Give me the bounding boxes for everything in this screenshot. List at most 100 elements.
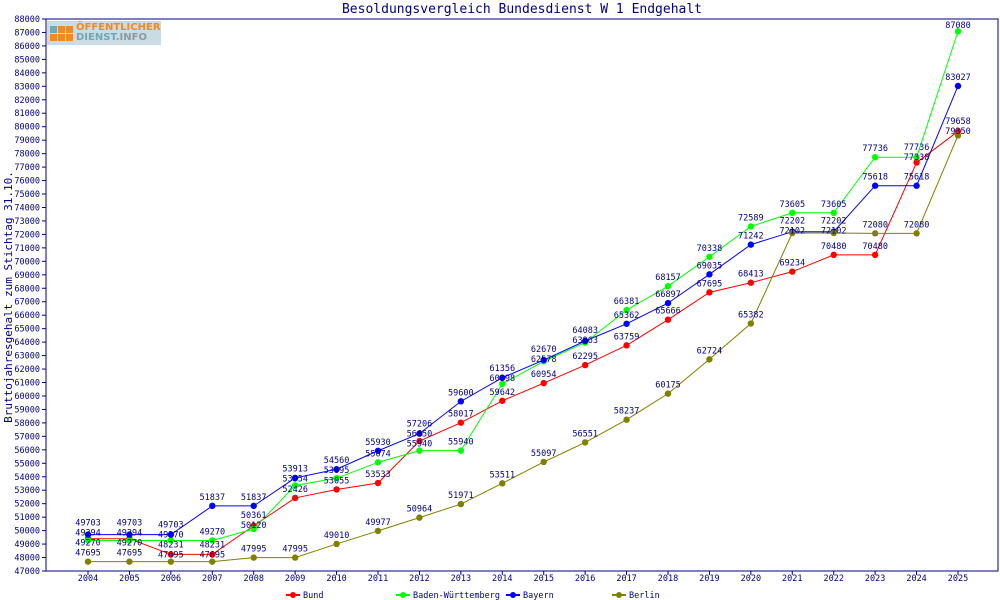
- x-tick-label: 2008: [243, 574, 263, 584]
- data-label: 49703: [158, 521, 184, 531]
- y-tick-label: 72000: [14, 230, 40, 240]
- data-label: 66897: [655, 290, 681, 300]
- data-label: 60954: [531, 370, 557, 380]
- data-label: 64083: [572, 326, 598, 336]
- y-tick-label: 56000: [14, 446, 40, 456]
- x-tick-label: 2023: [865, 574, 885, 584]
- data-point: [209, 558, 216, 565]
- data-label: 68157: [655, 273, 681, 283]
- data-point: [416, 430, 423, 437]
- data-label: 50964: [407, 505, 433, 515]
- data-label: 49394: [117, 529, 143, 539]
- data-label: 47995: [282, 545, 308, 555]
- x-tick-label: 2005: [119, 574, 139, 584]
- data-point: [581, 361, 589, 369]
- x-tick-label: 2009: [285, 574, 305, 584]
- data-label: 52426: [282, 485, 308, 495]
- data-label: 55940: [407, 440, 433, 450]
- data-label: 77736: [862, 144, 888, 154]
- data-label: 49270: [199, 527, 225, 537]
- data-label: 53895: [324, 466, 350, 476]
- data-point: [416, 514, 423, 521]
- data-label: 61356: [489, 364, 515, 374]
- data-label: 72202: [779, 217, 805, 227]
- data-point: [623, 306, 630, 314]
- data-label: 75618: [904, 173, 930, 183]
- data-label: 53913: [282, 464, 308, 474]
- legend-label: Bayern: [523, 591, 554, 600]
- data-label: 58237: [614, 407, 640, 417]
- data-label: 72080: [862, 220, 888, 230]
- data-label: 47995: [241, 545, 267, 555]
- data-point: [871, 182, 879, 189]
- y-tick-label: 61000: [14, 379, 40, 389]
- data-point: [250, 525, 257, 533]
- y-tick-label: 76000: [14, 177, 40, 187]
- data-point: [664, 282, 672, 290]
- data-point: [830, 251, 837, 259]
- data-label: 49270: [75, 539, 101, 549]
- x-tick-label: 2013: [451, 574, 471, 584]
- x-axis: 2004 2005 2006 2007 2008 2009 2010 2011 2012 2013…: [78, 571, 968, 584]
- data-point: [664, 316, 672, 323]
- data-point: [830, 209, 837, 217]
- y-tick-label: 63000: [14, 352, 40, 362]
- y-tick-label: 66000: [14, 311, 40, 321]
- data-point: [789, 209, 796, 217]
- data-label: 68413: [738, 270, 764, 280]
- x-tick-label: 2016: [575, 574, 595, 584]
- data-label: 49270: [117, 539, 143, 549]
- data-label: 49010: [324, 531, 350, 541]
- data-point: [706, 271, 713, 278]
- y-axis-label: Bruttojahresgehalt zum Stichtag 31.10.: [2, 171, 15, 423]
- y-tick-label: 68000: [14, 284, 40, 294]
- data-point: [416, 447, 423, 454]
- data-point: [664, 390, 672, 397]
- data-label: 49977: [365, 518, 391, 528]
- data-label: 62578: [531, 355, 557, 365]
- y-tick-label: 64000: [14, 338, 40, 348]
- data-point: [250, 554, 257, 561]
- y-tick-label: 77000: [14, 163, 40, 173]
- data-point: [830, 229, 837, 237]
- data-point: [623, 342, 630, 349]
- y-tick-label: 83000: [14, 82, 40, 92]
- y-tick-label: 60000: [14, 392, 40, 402]
- data-label: 77736: [904, 143, 930, 153]
- data-label: 59600: [448, 388, 474, 398]
- y-tick-label: 69000: [14, 271, 40, 281]
- data-point: [499, 480, 506, 487]
- data-label: 63963: [572, 336, 598, 346]
- y-tick-label: 62000: [14, 365, 40, 375]
- y-tick-label: 57000: [14, 432, 40, 442]
- x-tick-label: 2024: [906, 574, 926, 584]
- data-label: 72102: [779, 227, 805, 237]
- legend-marker-dot: [400, 592, 406, 598]
- y-tick-label: 78000: [14, 150, 40, 160]
- data-point: [126, 558, 133, 565]
- x-tick-label: 2011: [368, 574, 388, 584]
- logo-text: ÖFFENTLICHER DIENST.INFO: [76, 22, 161, 43]
- data-point: [167, 537, 175, 544]
- data-label: 53354: [282, 474, 308, 484]
- data-label: 49394: [75, 529, 101, 539]
- data-label: 50120: [241, 521, 267, 531]
- y-tick-label: 71000: [14, 244, 40, 254]
- data-point: [499, 397, 506, 404]
- data-point: [581, 439, 589, 446]
- data-point: [84, 537, 92, 544]
- data-point: [457, 447, 465, 454]
- x-tick-label: 2012: [409, 574, 429, 584]
- data-point: [126, 531, 133, 538]
- data-point: [374, 459, 382, 466]
- data-label: 55930: [365, 438, 391, 448]
- data-label: 59642: [489, 388, 515, 398]
- data-point: [913, 159, 920, 166]
- y-tick-label: 74000: [14, 203, 40, 213]
- data-label: 62670: [531, 345, 557, 355]
- data-label: 62724: [697, 346, 723, 356]
- data-label: 67695: [697, 279, 723, 289]
- data-point: [457, 419, 465, 426]
- data-label: 47695: [158, 551, 184, 561]
